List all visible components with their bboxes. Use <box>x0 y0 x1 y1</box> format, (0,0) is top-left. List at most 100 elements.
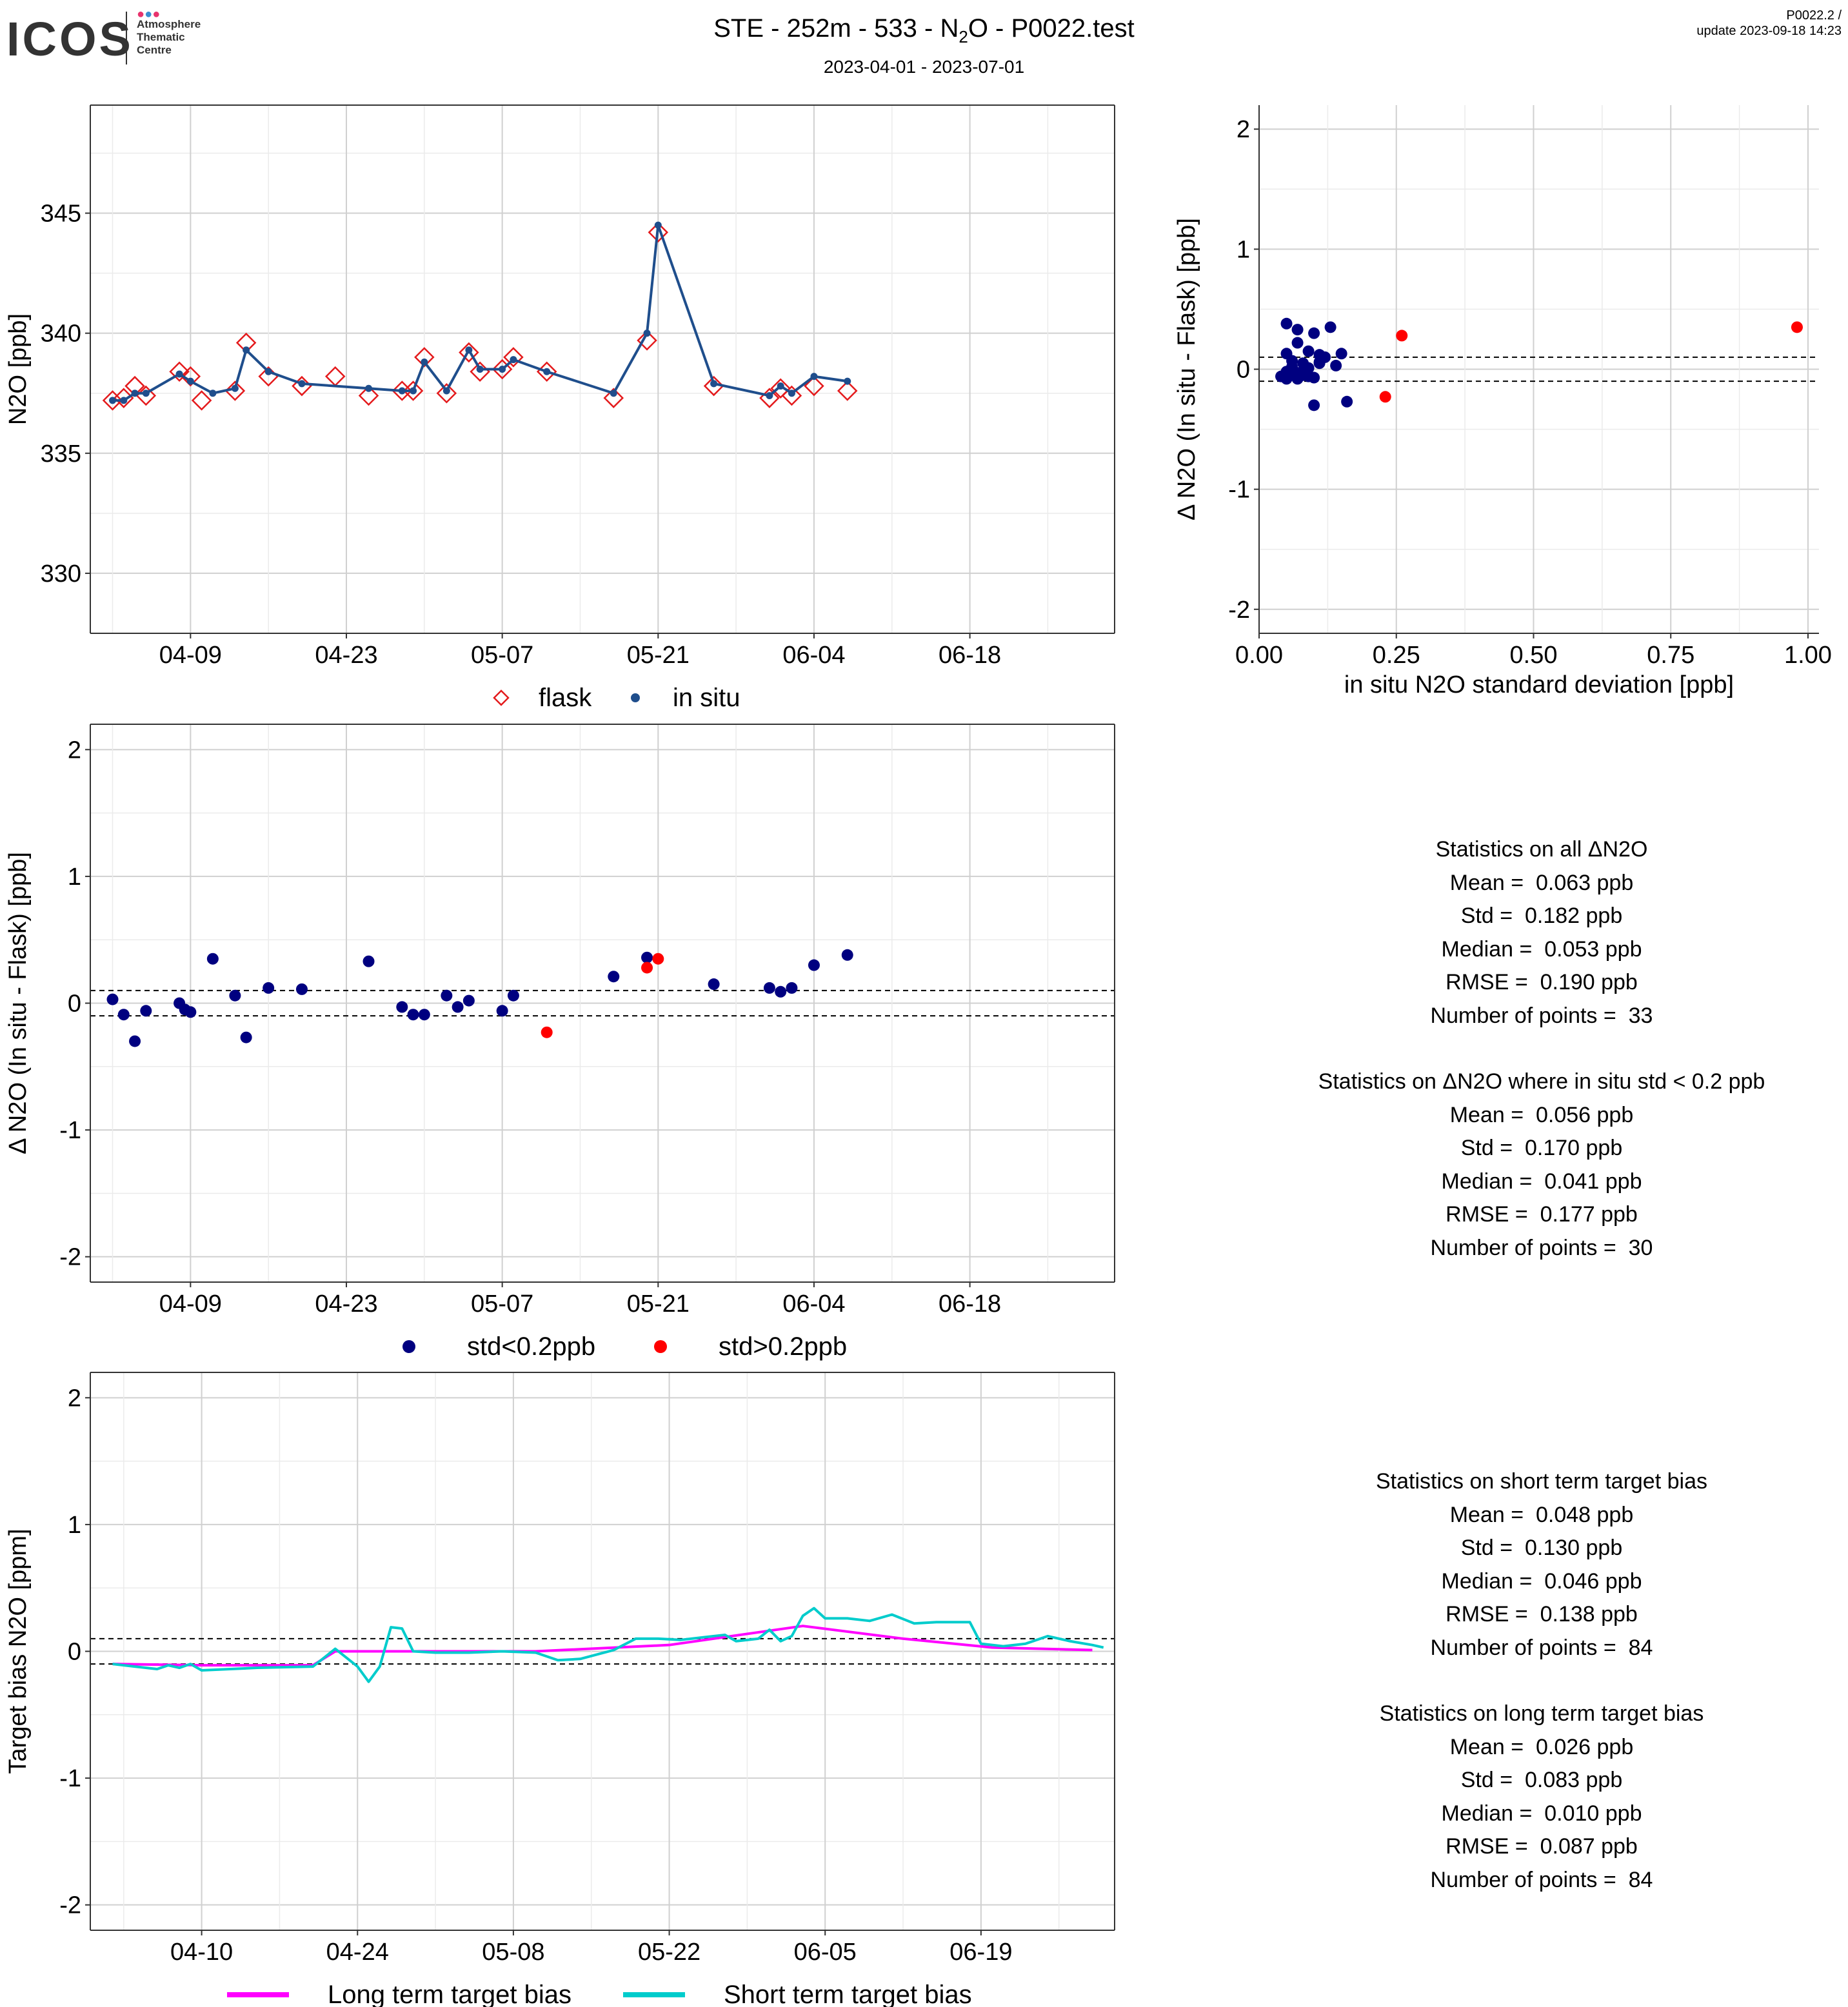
insitu-point <box>398 387 406 395</box>
stats-median: Median = 0.053 ppb <box>1441 936 1642 962</box>
insitu-point <box>264 368 272 375</box>
insitu-point <box>465 346 473 354</box>
x-tick-label: 06-04 <box>782 642 845 669</box>
insitu-point <box>499 366 506 373</box>
y-tick-label: 0 <box>68 1639 81 1666</box>
insitu-point <box>120 397 128 404</box>
x-tick-label: 06-05 <box>794 1939 857 1966</box>
high-std-point <box>1396 330 1408 342</box>
y-tick-label: 2 <box>68 737 81 764</box>
stats-count: Number of points = 30 <box>1430 1235 1653 1260</box>
low-std-point <box>184 1006 197 1018</box>
stats-mean: Mean = 0.056 ppb <box>1449 1102 1634 1127</box>
y-tick-label: -1 <box>59 1117 81 1144</box>
stats-rmse: RMSE = 0.190 ppb <box>1446 970 1638 994</box>
flask-point <box>224 381 246 401</box>
x-tick-label: 05-22 <box>638 1939 700 1966</box>
insitu-point <box>298 380 306 388</box>
high-std-point <box>1379 391 1391 403</box>
logo-sub-line: Centre <box>137 44 172 56</box>
legend-high-std-label: std>0.2ppb <box>719 1332 847 1361</box>
high-std-point <box>541 1026 553 1038</box>
x-tick-label: 0.25 <box>1373 642 1420 669</box>
y-axis-label: Target bias N2O [ppm] <box>5 1528 32 1774</box>
y-tick-label: 1 <box>68 1512 81 1539</box>
low-std-point <box>1341 395 1353 408</box>
low-std-point <box>608 971 620 983</box>
low-std-point <box>1335 348 1347 360</box>
flask-point <box>781 385 802 406</box>
x-tick-label: 06-18 <box>939 1290 1001 1318</box>
insitu-point <box>231 384 239 392</box>
legend-low-std-symbol <box>402 1340 415 1353</box>
stats-bias-panel: Statistics on short term target bias Mea… <box>1251 1465 1832 1897</box>
insitu-point <box>654 221 662 229</box>
high-std-point <box>641 962 653 974</box>
stats-spacer <box>1251 1033 1832 1065</box>
insitu-point <box>844 377 851 385</box>
insitu-point <box>442 387 450 395</box>
y-tick-label: 345 <box>41 201 81 228</box>
legend-insitu-label: in situ <box>673 684 740 712</box>
stats-mean: Mean = 0.063 ppb <box>1449 870 1634 895</box>
low-std-point <box>363 955 375 967</box>
x-tick-label: 0.50 <box>1510 642 1558 669</box>
stats-mean: Mean = 0.026 ppb <box>1449 1734 1634 1759</box>
stats-spacer <box>1251 1665 1832 1697</box>
flask-point <box>180 366 201 387</box>
legend-insitu-symbol <box>631 693 640 702</box>
stats-std: Std = 0.170 ppb <box>1460 1136 1623 1160</box>
flask-point <box>169 361 190 382</box>
flask-point <box>703 375 724 397</box>
y-tick-label: 330 <box>41 560 81 588</box>
x-tick-label: 05-07 <box>471 1290 533 1318</box>
low-std-point <box>763 982 775 994</box>
insitu-point <box>186 377 194 385</box>
flask-point <box>459 342 479 363</box>
insitu-point <box>643 330 651 337</box>
flask-point <box>603 388 624 408</box>
insitu-point <box>777 382 784 390</box>
low-std-point <box>1330 359 1342 371</box>
y-tick-label: 1 <box>1237 236 1250 263</box>
stats-count: Number of points = 84 <box>1430 1867 1653 1892</box>
legend-short-term-label: Short term target bias <box>724 1981 972 2007</box>
flask-point <box>358 385 379 406</box>
y-tick-label: -2 <box>59 1892 81 1919</box>
y-axis-label: Δ N2O (In situ - Flask) [ppb] <box>5 852 32 1154</box>
insitu-point <box>243 346 250 354</box>
insitu-point <box>543 368 551 375</box>
insitu-point <box>365 384 373 392</box>
stats-rmse: RMSE = 0.087 ppb <box>1446 1834 1638 1859</box>
x-tick-label: 06-18 <box>939 642 1001 669</box>
y-axis-label: N2O [ppb] <box>5 313 32 425</box>
stats-std: Std = 0.182 ppb <box>1460 904 1623 928</box>
low-std-point <box>452 1001 464 1013</box>
flask-point <box>648 222 669 243</box>
logo-divider <box>126 12 127 64</box>
y-tick-label: -1 <box>59 1765 81 1792</box>
x-tick-label: 06-19 <box>949 1939 1012 1966</box>
x-tick-label: 0.75 <box>1647 642 1694 669</box>
low-std-point <box>507 989 519 1002</box>
stats-title: Statistics on all ΔN2O <box>1435 837 1648 862</box>
low-std-point <box>441 989 453 1002</box>
insitu-point <box>421 358 428 366</box>
low-std-point <box>1291 337 1304 349</box>
low-std-point <box>775 985 787 998</box>
low-std-point <box>407 1009 419 1021</box>
stats-flask-panel: Statistics on all ΔN2O Mean = 0.063 ppb … <box>1251 833 1832 1265</box>
flask-point <box>837 381 858 401</box>
stats-std: Std = 0.083 ppb <box>1460 1768 1623 1792</box>
insitu-point <box>510 356 517 364</box>
flask-point <box>503 347 524 368</box>
stats-mean: Mean = 0.048 ppb <box>1449 1502 1634 1527</box>
y-tick-label: 0 <box>68 991 81 1018</box>
low-std-point <box>1286 361 1298 373</box>
insitu-point <box>766 391 773 399</box>
x-tick-label: 04-23 <box>315 642 377 669</box>
x-tick-label: 04-23 <box>315 1290 377 1318</box>
flask-point <box>191 390 212 411</box>
